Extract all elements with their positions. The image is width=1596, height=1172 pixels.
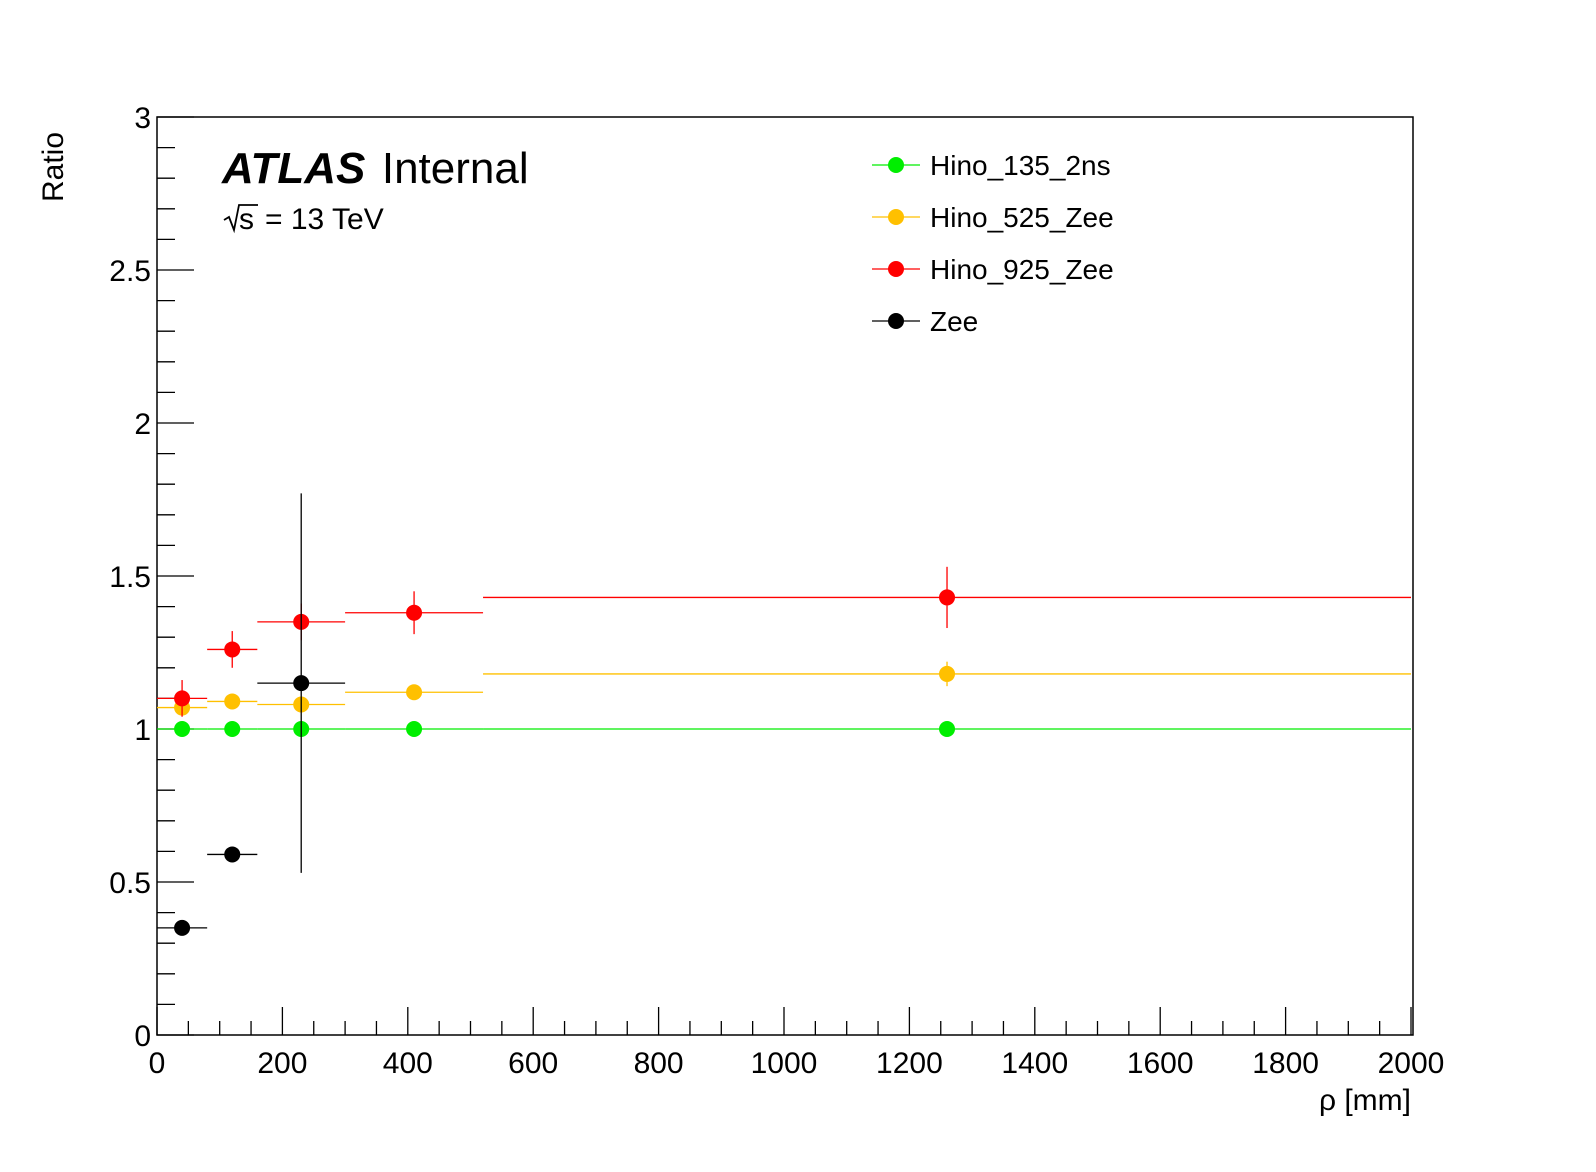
legend-entry: Hino_525_Zee [872, 202, 1114, 233]
series-Zee [157, 493, 346, 936]
data-point [406, 721, 423, 737]
data-point [224, 721, 241, 737]
data-point [406, 684, 423, 701]
data-point [224, 641, 241, 658]
y-tick-label: 0.5 [109, 867, 151, 900]
legend-entry: Zee [872, 306, 978, 337]
y-tick-label: 1 [134, 714, 151, 747]
sqrt-sign [223, 204, 258, 234]
series-Hino_925_Zee [157, 566, 1411, 717]
series-Hino_525_Zee [157, 661, 1411, 716]
data-point [939, 721, 956, 737]
x-tick-label: 200 [257, 1047, 307, 1080]
x-tick-label: 1200 [876, 1047, 943, 1080]
x-tick-label: 1000 [751, 1047, 818, 1080]
legend-label: Zee [930, 306, 978, 337]
x-tick-label: 400 [383, 1047, 433, 1080]
x-tick-label: 0 [149, 1047, 166, 1080]
energy-value: = 13 TeV [265, 203, 384, 236]
data-point [224, 846, 241, 863]
energy-label: s = 13 TeV [223, 203, 384, 236]
x-tick-label: 1800 [1252, 1047, 1319, 1080]
y-axis-title: Ratio [37, 132, 70, 202]
x-axis-title: ρ [mm] [1319, 1084, 1411, 1117]
data-point [174, 690, 191, 707]
legend-marker [888, 209, 904, 225]
energy-sqrt-arg: s [239, 203, 254, 236]
legend-marker [888, 261, 904, 277]
y-tick-label: 1.5 [109, 561, 151, 594]
data-point [406, 604, 423, 621]
data-point [939, 589, 956, 606]
data-point [174, 721, 191, 737]
x-tick-label: 1400 [1001, 1047, 1068, 1080]
x-tick-label: 600 [508, 1047, 558, 1080]
x-tick-label: 2000 [1378, 1047, 1445, 1080]
x-tick-label: 800 [634, 1047, 684, 1080]
y-tick-label: 2.5 [109, 255, 151, 288]
data-point [939, 665, 956, 682]
atlas-label: ATLAS Internal [221, 144, 529, 193]
y-tick-label: 2 [134, 408, 151, 441]
legend-entry: Hino_135_2ns [872, 150, 1111, 181]
legend-label: Hino_925_Zee [930, 254, 1114, 285]
y-tick-label: 0 [134, 1020, 151, 1053]
legend-marker [888, 313, 904, 329]
y-tick-label: 3 [134, 102, 151, 135]
legend-label: Hino_135_2ns [930, 150, 1111, 181]
data-point [293, 675, 310, 692]
atlas-status: Internal [382, 144, 529, 193]
atlas-experiment: ATLAS [221, 144, 365, 193]
series-Hino_135_2ns [157, 721, 1411, 737]
x-tick-label: 1600 [1127, 1047, 1194, 1080]
legend-entry: Hino_925_Zee [872, 254, 1114, 285]
data-point [174, 919, 191, 936]
legend-label: Hino_525_Zee [930, 202, 1114, 233]
legend-marker [888, 157, 904, 173]
legend: Hino_135_2ns Hino_525_Zee Hino_925_Zee Zee [872, 150, 1114, 337]
plot-frame [156, 116, 1414, 1036]
data-point [224, 693, 241, 710]
